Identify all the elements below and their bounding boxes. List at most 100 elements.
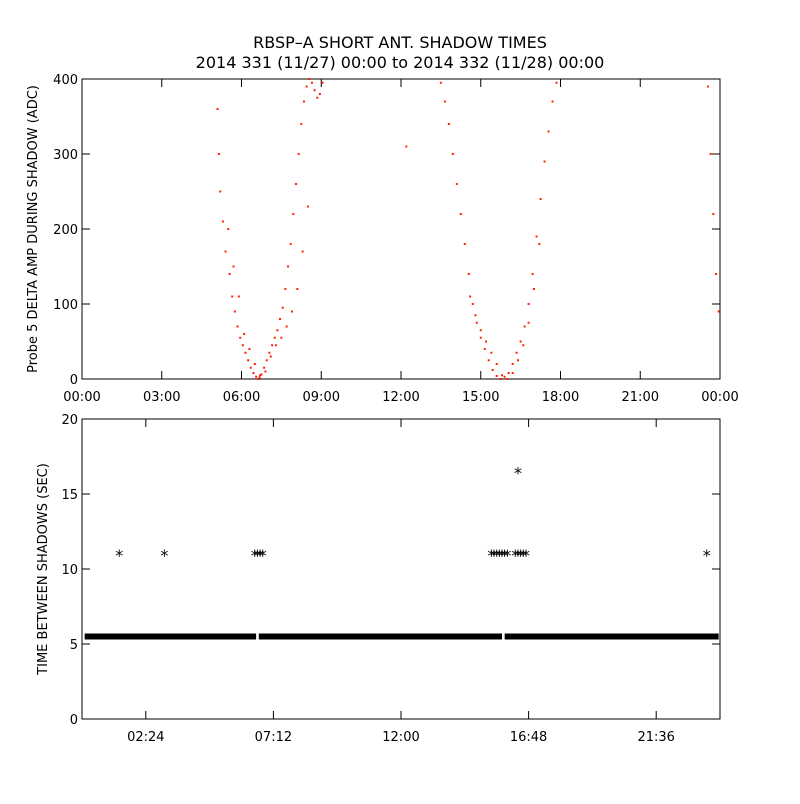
data-point: [463, 243, 466, 245]
bottom-baseline-marks: [84, 633, 719, 640]
data-point: *: [511, 546, 519, 565]
data-point: [263, 366, 266, 369]
data-point: [551, 100, 554, 103]
data-point: [269, 355, 272, 358]
data-point: [224, 250, 227, 253]
data-point: [247, 359, 250, 362]
data-point: [284, 288, 287, 290]
x-tick-label: 21:00: [622, 390, 659, 405]
data-point: [519, 340, 522, 343]
data-point: [447, 123, 450, 125]
data-point: [252, 372, 255, 374]
data-point: *: [514, 546, 522, 565]
data-point: [294, 183, 297, 185]
x-tick-label: 12:00: [382, 390, 419, 405]
data-point: *: [519, 546, 527, 565]
data-point: [474, 314, 477, 317]
data-point: [475, 321, 478, 324]
data-point: [256, 378, 259, 380]
data-point: [507, 372, 510, 374]
data-point: *: [498, 546, 506, 565]
data-point: [527, 303, 530, 305]
data-point: [405, 145, 408, 148]
data-point: *: [495, 546, 503, 565]
data-point: [292, 213, 295, 215]
data-point: [275, 344, 278, 347]
data-point: *: [115, 546, 123, 565]
data-point: [302, 100, 305, 103]
y-tick-label: 20: [61, 413, 78, 428]
data-point: [249, 366, 252, 369]
data-point: [515, 351, 518, 354]
data-point: *: [259, 546, 267, 565]
data-point: [535, 235, 538, 238]
data-point: [239, 336, 242, 339]
data-point: [227, 228, 230, 230]
data-point: [712, 213, 715, 215]
data-point: [301, 250, 304, 253]
data-point: [543, 160, 546, 163]
data-point: [443, 100, 446, 103]
bottom-data-points: * * **** ******* *******: [115, 464, 710, 566]
data-point: [237, 295, 240, 298]
data-point: [455, 183, 458, 185]
data-point: [459, 213, 462, 215]
data-point: [506, 378, 509, 380]
data-point: [522, 344, 525, 347]
data-point: *: [253, 546, 261, 565]
figure-title-line-2: 2014 331 (11/27) 00:00 to 2014 332 (11/2…: [196, 53, 605, 72]
data-point: [236, 325, 239, 328]
data-point: [253, 363, 256, 365]
data-point: [280, 336, 283, 339]
data-point: [265, 359, 268, 362]
data-point: [487, 359, 490, 362]
data-point: [531, 273, 534, 275]
data-point: *: [493, 546, 501, 565]
data-point: [717, 310, 720, 313]
y-tick-label: 300: [53, 148, 78, 163]
data-point: [228, 273, 231, 275]
data-point: [321, 81, 324, 84]
top-panel-amplitude: 00:00 03:00 06:00 09:00 12:00 15:00 18:00 21:00…: [26, 73, 739, 405]
data-point: [485, 340, 488, 343]
data-point: [279, 318, 282, 320]
top-x-ticks: 00:00 03:00 06:00 09:00 12:00 15:00 18:00 21:00…: [63, 79, 739, 405]
x-tick-label: 09:00: [303, 390, 340, 405]
bottom-panel-frame: [81, 418, 721, 720]
data-point: [451, 153, 454, 155]
data-point: [501, 374, 504, 377]
x-tick-label: 21:36: [637, 730, 674, 745]
data-point: [491, 369, 494, 371]
data-point: [273, 336, 276, 339]
data-point: [439, 81, 442, 84]
data-point: [244, 351, 247, 354]
x-tick-label: 12:00: [382, 730, 419, 745]
baseline-asterisk-band: [258, 633, 503, 640]
data-point: *: [522, 546, 530, 565]
data-point: [469, 295, 472, 298]
y-tick-label: 5: [70, 638, 78, 653]
y-tick-label: 0: [70, 713, 78, 728]
data-point: [715, 273, 718, 275]
data-point: [259, 374, 262, 377]
data-point: [316, 96, 319, 99]
data-point: *: [514, 464, 522, 483]
x-tick-label: 06:00: [223, 390, 260, 405]
y-tick-label: 400: [53, 73, 78, 88]
data-point: [232, 265, 235, 268]
y-tick-label: 200: [53, 223, 78, 238]
y-tick-label: 15: [61, 488, 78, 503]
data-point: [231, 295, 234, 298]
data-point: [217, 153, 220, 155]
data-point: [264, 370, 267, 373]
x-tick-label: 15:00: [462, 390, 499, 405]
data-point: [479, 336, 482, 339]
data-point: [516, 359, 519, 362]
x-tick-label: 07:12: [255, 730, 292, 745]
data-point: [479, 329, 482, 332]
data-point: [258, 376, 261, 379]
data-point: *: [503, 546, 511, 565]
bottom-y-axis-label: TIME BETWEEN SHADOWS (SEC): [36, 463, 51, 676]
data-point: [495, 363, 498, 365]
